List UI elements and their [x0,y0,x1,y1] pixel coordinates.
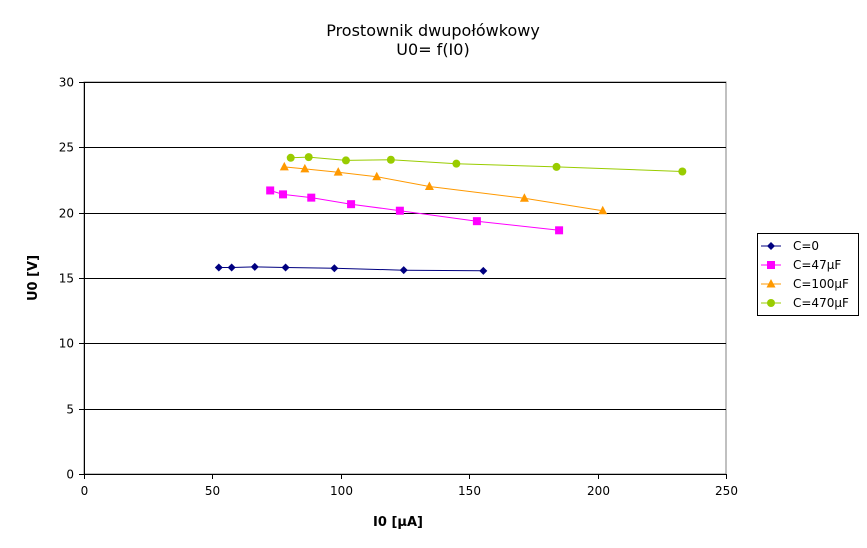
y-tick-label: 20 [59,207,74,221]
x-tick-label: 200 [587,484,610,498]
y-axis-title: U0 [V] [26,255,41,301]
data-point [347,200,356,209]
data-point [341,156,350,165]
data-point [386,155,395,164]
data-point [452,159,461,168]
y-tick-label: 0 [66,468,74,482]
data-point [279,190,288,199]
data-point [555,226,564,235]
data-point [479,266,488,275]
data-point [214,263,223,272]
chart-title: Prostownik dwupołówkowy [326,21,540,40]
x-tick-label: 250 [715,484,738,498]
series-2 [279,161,608,215]
data-point [395,206,404,215]
legend: C=0 C=47µF C=100µF C=470µF [757,233,859,316]
legend-label: C=470µF [793,296,849,310]
legend-marker [766,279,776,288]
data-point [304,153,313,162]
y-tick-label: 30 [59,76,74,90]
data-point [472,217,481,226]
data-point [598,205,608,215]
data-point [678,167,687,176]
x-tick-label: 150 [458,484,481,498]
y-tick-label: 25 [59,141,74,155]
data-point [552,162,561,171]
legend-label: C=100µF [793,277,849,291]
series-3 [286,153,687,176]
legend-label: C=0 [793,239,819,253]
data-point [300,163,310,173]
y-tick-label: 15 [59,272,74,286]
data-point [250,262,259,271]
data-point [227,263,236,272]
x-tick-label: 0 [81,484,89,498]
y-tick-label: 10 [59,337,74,351]
data-point [330,264,339,273]
x-axis-title: I0 [µA] [373,515,423,530]
data-point [424,181,434,191]
data-point [266,186,275,195]
x-tick-label: 50 [205,484,220,498]
data-point [372,171,382,181]
y-tick-label: 5 [66,403,74,417]
legend-marker [767,242,775,250]
data-point [286,153,295,162]
data-point [399,266,408,275]
x-tick-label: 100 [330,484,353,498]
legend-label: C=47µF [793,258,841,272]
series-0 [214,262,488,275]
data-point [307,193,316,202]
data-point [333,167,343,176]
data-point [279,161,289,171]
legend-marker [767,299,775,307]
chart-subtitle: U0= f(I0) [396,40,469,59]
series-1 [266,186,564,235]
legend-marker [767,261,775,269]
data-point [519,193,529,202]
plot-area: 0 5 10 15 20 25 30 0 50 100 150 200 250 [59,76,738,499]
data-point [281,263,290,272]
